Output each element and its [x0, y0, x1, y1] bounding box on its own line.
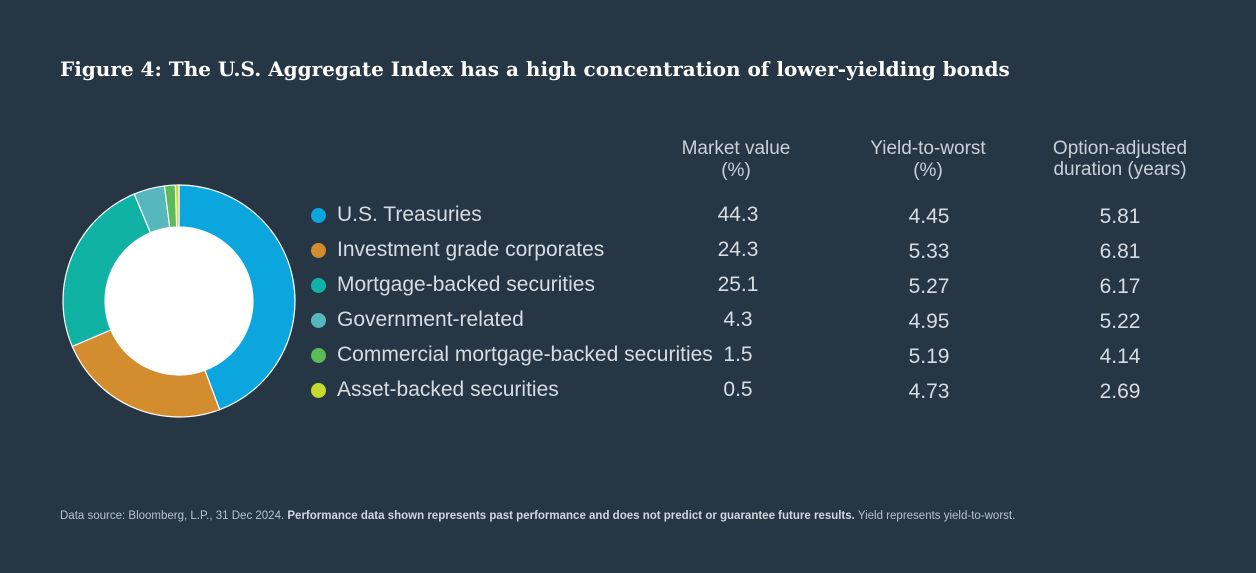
- legend-dot: [311, 313, 326, 328]
- footnote: Data source: Bloomberg, L.P., 31 Dec 202…: [60, 510, 1015, 522]
- duration-cell: 5.81: [1099, 205, 1141, 228]
- column-header-line: Option-adjusted: [1052, 138, 1188, 159]
- market-value-cell: 1.5: [723, 343, 753, 366]
- duration-cell: 5.22: [1099, 310, 1141, 333]
- yield-to-worst-cell: 5.27: [908, 275, 950, 298]
- column-header-line: Yield-to-worst: [870, 138, 986, 159]
- footnote-source: Data source: Bloomberg, L.P., 31 Dec 202…: [60, 510, 285, 522]
- series-label: Mortgage-backed securities: [337, 273, 595, 296]
- duration-cell: 6.81: [1099, 240, 1141, 263]
- duration-cell: 4.14: [1099, 345, 1141, 368]
- series-label: U.S. Treasuries: [337, 203, 482, 226]
- footnote-disclaimer: Performance data shown represents past p…: [287, 510, 855, 522]
- series-label: Asset-backed securities: [337, 378, 559, 401]
- legend-dot: [311, 348, 326, 363]
- yield-to-worst-cell: 5.33: [908, 240, 950, 263]
- column-header-option-adjusted-duration: Option-adjusted duration (years): [1040, 138, 1200, 180]
- duration-cell: 2.69: [1099, 380, 1141, 403]
- yield-to-worst-cell: 4.73: [908, 380, 950, 403]
- series-label: Commercial mortgage-backed securities: [337, 343, 713, 366]
- market-value-cell: 4.3: [723, 308, 753, 331]
- column-header-line: (%): [721, 160, 751, 181]
- column-header-yield-to-worst: Yield-to-worst (%): [861, 138, 995, 182]
- market-value-cell: 24.3: [717, 238, 759, 261]
- duration-cell: 6.17: [1099, 275, 1141, 298]
- market-value-cell: 44.3: [717, 203, 759, 226]
- donut-slice-5: [174, 184, 180, 228]
- legend-dot: [311, 243, 326, 258]
- market-value-cell: 25.1: [717, 273, 759, 296]
- column-header-market-value: Market value (%): [676, 138, 796, 182]
- donut-chart: [62, 184, 296, 418]
- column-header-line: (%): [913, 160, 943, 181]
- legend-dot: [311, 383, 326, 398]
- legend-dot: [311, 278, 326, 293]
- column-header-line: Market value: [681, 138, 791, 159]
- donut-hole: [105, 227, 253, 375]
- market-value-cell: 0.5: [723, 378, 753, 401]
- yield-to-worst-cell: 5.19: [908, 345, 950, 368]
- yield-to-worst-cell: 4.45: [908, 205, 950, 228]
- column-header-line: duration (years): [1053, 159, 1187, 180]
- series-label: Investment grade corporates: [337, 238, 605, 261]
- chart-title: Figure 4: The U.S. Aggregate Index has a…: [60, 57, 1010, 81]
- series-label: Government-related: [337, 308, 524, 331]
- legend-dot: [311, 208, 326, 223]
- footnote-note: Yield represents yield-to-worst.: [857, 510, 1016, 522]
- yield-to-worst-cell: 4.95: [908, 310, 950, 333]
